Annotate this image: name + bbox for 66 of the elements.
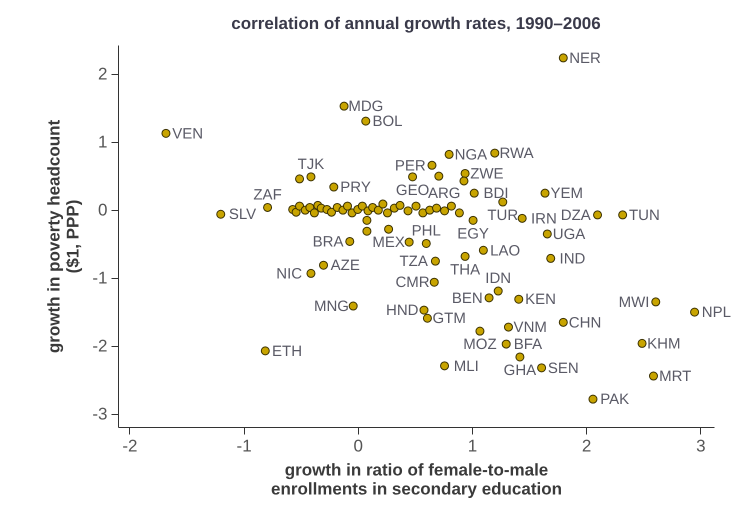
data-label: KEN <box>525 291 556 308</box>
data-label: TUN <box>628 206 660 224</box>
data-label: SEN <box>548 360 579 377</box>
x-tick-label: -2 <box>122 436 138 456</box>
data-label: BFA <box>514 336 542 354</box>
data-label: ARG <box>428 184 460 202</box>
data-label: BEN <box>452 290 483 307</box>
data-label: PHL <box>412 222 441 240</box>
data-label: ZWE <box>470 165 504 182</box>
data-label: GEO <box>396 182 430 199</box>
data-label: TJK <box>298 156 324 173</box>
data-label: MLI <box>454 358 479 375</box>
data-label: NPL <box>702 304 731 322</box>
data-label: NIC <box>276 265 302 282</box>
data-label: YEM <box>550 185 584 202</box>
x-axis-title: growth in ratio of female-to-male enrollments in secondary education <box>271 460 562 498</box>
data-label: MRT <box>659 368 692 386</box>
data-label: PRY <box>340 179 371 196</box>
data-label: TZA <box>399 253 428 270</box>
data-label: SLV <box>228 206 256 224</box>
data-label: AZE <box>330 257 360 274</box>
x-tick-label: 0 <box>354 436 364 456</box>
y-tick-label: -1 <box>92 268 108 288</box>
data-label: ETH <box>272 342 302 360</box>
data-label: ZAF <box>253 186 282 204</box>
data-label: KHM <box>647 335 680 352</box>
x-tick-label: 1 <box>468 436 478 456</box>
data-label: THA <box>450 261 480 278</box>
x-tick-label: -1 <box>236 436 252 456</box>
data-label: GTM <box>432 310 466 328</box>
data-label: HND <box>386 302 419 320</box>
data-label: MOZ <box>463 336 497 354</box>
y-tick-label: 0 <box>98 200 108 220</box>
data-label: IND <box>560 250 586 268</box>
x-tick-label: 3 <box>696 436 706 456</box>
data-label: BOL <box>372 113 403 130</box>
data-label: CHN <box>568 314 602 332</box>
y-tick-label: -2 <box>92 336 108 356</box>
data-label: UGA <box>552 226 586 243</box>
data-label: NER <box>569 50 602 67</box>
data-label: RWA <box>499 145 534 162</box>
y-tick-label: 2 <box>98 64 108 84</box>
data-label: IDN <box>485 270 512 288</box>
data-label: NGA <box>454 146 488 164</box>
data-label: DZA <box>560 206 591 224</box>
data-label: LAO <box>490 242 520 260</box>
data-label: IRN <box>531 210 557 228</box>
y-tick-label: -3 <box>92 404 108 424</box>
data-label: PAK <box>600 391 630 408</box>
data-label: PER <box>394 157 426 174</box>
chart-title: correlation of annual growth rates, 1990–2006 <box>231 14 601 33</box>
y-tick-label: 1 <box>98 132 108 152</box>
data-label: MWI <box>618 294 650 311</box>
data-label: CMR <box>395 274 430 292</box>
y-axis-title: growth in poverty headcount ($1, PPP) <box>44 120 82 354</box>
data-label: MNG <box>314 298 349 316</box>
data-label: VEN <box>172 125 204 142</box>
data-label: TUR <box>487 207 518 224</box>
data-label: EGY <box>457 225 489 242</box>
data-label: BDI <box>483 185 508 202</box>
data-label: GHA <box>504 362 536 379</box>
data-label: VNM <box>514 319 547 336</box>
x-tick-label: 2 <box>582 436 592 456</box>
data-label: MEX <box>372 234 405 252</box>
data-label: BRA <box>312 233 344 250</box>
data-label: MDG <box>348 98 384 116</box>
